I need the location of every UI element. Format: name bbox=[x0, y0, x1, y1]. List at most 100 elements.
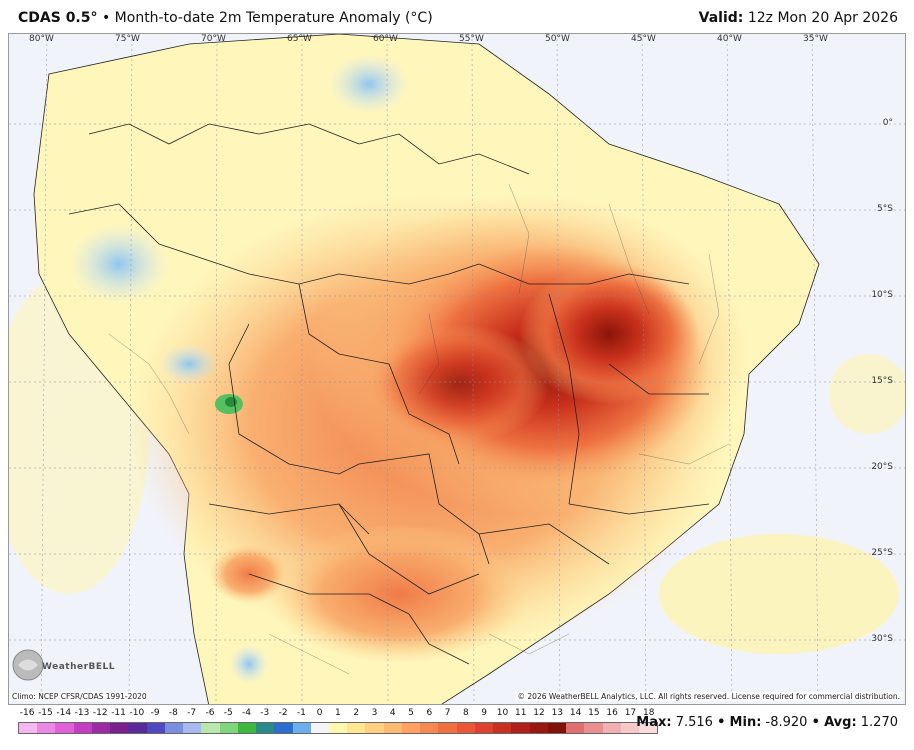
lon-label-3: 65°W bbox=[287, 34, 312, 44]
scale-label: 6 bbox=[426, 708, 433, 718]
cool-anomaly-north bbox=[329, 54, 409, 114]
max-value: 7.516 bbox=[675, 715, 713, 730]
scale-label: -12 bbox=[92, 708, 108, 718]
lon-label-8: 40°W bbox=[717, 34, 742, 44]
scale-label: 12 bbox=[533, 708, 545, 718]
scale-label: 10 bbox=[496, 708, 509, 718]
graticule bbox=[9, 34, 905, 704]
lat-label-6: 30°S bbox=[871, 634, 893, 644]
weatherbell-logo: WeatherBELL bbox=[12, 646, 115, 684]
scale-swatch bbox=[183, 723, 202, 733]
min-value: -8.920 bbox=[765, 715, 808, 730]
lon-label-6: 50°W bbox=[545, 34, 570, 44]
scale-label: 15 bbox=[588, 708, 600, 718]
scale-label: 7 bbox=[444, 708, 451, 718]
scale-swatch bbox=[19, 723, 38, 733]
scale-label: -4 bbox=[242, 708, 251, 718]
scale-swatch bbox=[383, 723, 402, 733]
min-label: Min: bbox=[729, 715, 762, 730]
lon-label-7: 45°W bbox=[631, 34, 656, 44]
map-canvas bbox=[9, 34, 905, 704]
avg-label: Avg: bbox=[824, 715, 857, 730]
scale-swatch bbox=[365, 723, 384, 733]
valid-label: Valid: bbox=[698, 10, 744, 26]
header: CDAS 0.5° • Month-to-date 2m Temperature… bbox=[0, 0, 914, 33]
scale-swatch bbox=[310, 723, 329, 733]
scale-labels: -16 -15 -14 -13 -12 -11 -10 -9 -8 -7 -6 -5 -4 -3 -2 -1 0… bbox=[18, 708, 658, 722]
scale-label: -15 bbox=[38, 708, 53, 718]
scale-label: 1 bbox=[335, 708, 341, 718]
scale-swatch bbox=[638, 723, 658, 733]
avg-value: 1.270 bbox=[860, 715, 898, 730]
max-label: Max: bbox=[636, 715, 672, 730]
title-bullet: • bbox=[101, 10, 111, 26]
lat-label-2: 10°S bbox=[871, 290, 893, 300]
scale-swatch bbox=[456, 723, 475, 733]
scale-label: -11 bbox=[111, 708, 126, 718]
scale-swatch bbox=[529, 723, 548, 733]
scale-swatch bbox=[219, 723, 238, 733]
scale-label: 18 bbox=[642, 708, 655, 718]
scale-swatch bbox=[347, 723, 366, 733]
state-borders bbox=[108, 183, 730, 675]
map-title: CDAS 0.5° • Month-to-date 2m Temperature… bbox=[18, 10, 433, 26]
scale-label: 11 bbox=[515, 708, 527, 718]
scale-label: 16 bbox=[606, 708, 618, 718]
scale-swatch bbox=[401, 723, 421, 733]
lat-label-1: 5°S bbox=[877, 204, 893, 214]
scale-swatch bbox=[511, 723, 530, 733]
scale-label: -8 bbox=[168, 708, 178, 718]
scale-label: -9 bbox=[150, 708, 160, 718]
scale-label: -13 bbox=[74, 708, 90, 718]
scale-swatch bbox=[620, 723, 639, 733]
logo-text: WeatherBELL bbox=[42, 662, 116, 672]
scale-bar bbox=[18, 722, 658, 734]
scale-swatch bbox=[547, 723, 567, 733]
lat-label-5: 25°S bbox=[871, 548, 893, 558]
lon-label-2: 70°W bbox=[201, 34, 226, 44]
scale-swatch bbox=[493, 723, 512, 733]
scale-swatch bbox=[474, 723, 494, 733]
stats-summary: Max: 7.516 • Min: -8.920 • Avg: 1.270 bbox=[636, 715, 898, 730]
scale-label: -3 bbox=[260, 708, 270, 718]
scale-swatch bbox=[37, 723, 56, 733]
valid-time-value: 12z Mon 20 Apr 2026 bbox=[747, 10, 898, 26]
scale-swatch bbox=[146, 723, 165, 733]
scale-label: -2 bbox=[278, 708, 288, 718]
lon-label-4: 60°W bbox=[373, 34, 398, 44]
anomaly-map[interactable]: 80°W 75°W 70°W 65°W 60°W 55°W 50°W 45°W … bbox=[8, 33, 906, 705]
scale-label: 3 bbox=[371, 708, 378, 718]
scale-swatch bbox=[73, 723, 92, 733]
scale-swatch bbox=[420, 723, 439, 733]
scale-swatch bbox=[91, 723, 111, 733]
lon-label-0: 80°W bbox=[29, 34, 54, 44]
lon-label-9: 35°W bbox=[803, 34, 828, 44]
scale-swatch bbox=[274, 723, 293, 733]
scale-swatch bbox=[566, 723, 585, 733]
scale-label: -14 bbox=[56, 708, 72, 718]
scale-swatch bbox=[55, 723, 74, 733]
scale-swatch bbox=[164, 723, 184, 733]
copyright-note: © 2026 WeatherBELL Analytics, LLC. All r… bbox=[515, 692, 902, 701]
scale-label: 0 bbox=[316, 708, 323, 718]
scale-label: 5 bbox=[408, 708, 414, 718]
climo-note: Climo: NCEP CFSR/CDAS 1991-2020 bbox=[10, 692, 149, 701]
scale-swatch bbox=[292, 723, 311, 733]
model-name: CDAS 0.5° bbox=[18, 10, 98, 26]
scale-label: 14 bbox=[569, 708, 582, 718]
scale-label: 13 bbox=[551, 708, 564, 718]
scale-swatch bbox=[237, 723, 257, 733]
scale-label: -10 bbox=[129, 708, 145, 718]
product-title: Month-to-date 2m Temperature Anomaly (°C… bbox=[114, 10, 433, 26]
scale-label: -1 bbox=[296, 708, 306, 718]
scale-swatch bbox=[110, 723, 129, 733]
scale-label: 8 bbox=[463, 708, 469, 718]
scale-label: 9 bbox=[481, 708, 488, 718]
lat-label-4: 20°S bbox=[871, 462, 893, 472]
scale-label: 17 bbox=[624, 708, 637, 718]
lon-label-1: 75°W bbox=[115, 34, 140, 44]
scale-label: -6 bbox=[205, 708, 215, 718]
scale-swatch bbox=[602, 723, 621, 733]
political-borders bbox=[68, 123, 710, 665]
valid-time: Valid: 12z Mon 20 Apr 2026 bbox=[699, 10, 898, 26]
